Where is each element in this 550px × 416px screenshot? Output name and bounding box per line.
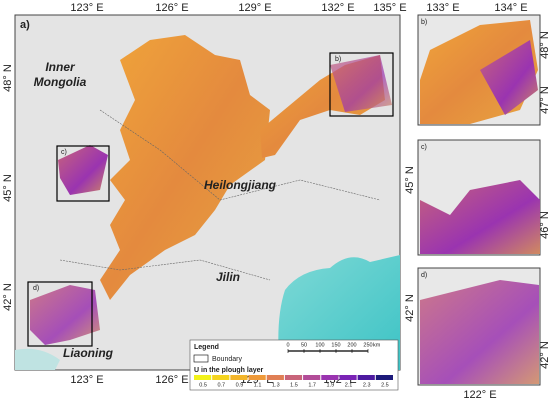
right-tick-label: 48° N	[539, 31, 550, 59]
top-tick-label: 134° E	[494, 2, 527, 14]
left-tick-label: 42° N	[404, 294, 416, 322]
agricultural-region	[100, 35, 270, 300]
panel-map	[480, 40, 538, 115]
agricultural-region	[330, 55, 392, 112]
bottom-tick-label: 126° E	[155, 374, 188, 386]
legend-class-label: 1.3	[272, 382, 280, 388]
panel-map	[420, 180, 540, 254]
inset-box	[329, 52, 394, 117]
legend-class-label: 2.1	[345, 382, 353, 388]
legend-swatch	[339, 375, 357, 380]
scale-tick-label: 100	[315, 342, 324, 348]
scale-tick-label: 200	[347, 342, 356, 348]
right-tick-label: 47° N	[539, 86, 550, 114]
legend-swatch	[284, 375, 303, 380]
bottom-tick-label: 123° E	[70, 374, 103, 386]
panel-label: d)	[421, 272, 427, 279]
left-tick-label: 45° N	[2, 174, 14, 202]
legend-swatch	[303, 375, 321, 380]
place-label: Jilin	[216, 270, 240, 284]
inset-label: b)	[335, 56, 341, 63]
panel-label: b)	[421, 19, 427, 26]
left-tick-label: 42° N	[2, 283, 14, 311]
right-tick-label: 42° N	[539, 341, 550, 369]
legend-class-label: 1.9	[327, 382, 335, 388]
panel-map	[420, 280, 539, 384]
legend-class-label: 1.1	[254, 382, 262, 388]
top-tick-label: 129° E	[238, 2, 271, 14]
place-label: Liaoning	[63, 346, 114, 360]
legend-class-label: 1.7	[308, 382, 316, 388]
scale-tick-label: 0	[286, 342, 289, 348]
inset-box	[56, 145, 110, 202]
legend-class-label: 2.3	[363, 382, 371, 388]
bottom-tick-label: 122° E	[463, 389, 496, 401]
place-label: Heilongjiang	[204, 178, 277, 192]
top-tick-label: 133° E	[426, 2, 459, 14]
legend-variable: U in the plough layer	[194, 367, 264, 374]
legend-swatch	[266, 375, 284, 380]
sea	[15, 348, 60, 370]
legend-class-label: 2.5	[381, 382, 389, 388]
legend-title: Legend	[194, 344, 219, 351]
top-tick-label: 132° E	[321, 2, 354, 14]
legend-swatch	[357, 375, 375, 380]
boundary	[99, 109, 381, 201]
right-tick-label: 46° N	[539, 211, 550, 239]
boundary	[59, 259, 271, 281]
top-tick-label: 123° E	[70, 2, 103, 14]
legend-swatch	[375, 375, 393, 380]
legend-swatch	[248, 375, 266, 380]
inset-label: d)	[33, 285, 39, 292]
legend-class-label: 1.5	[290, 382, 298, 388]
agricultural-region	[30, 285, 100, 345]
legend-swatch	[230, 375, 248, 380]
panel-label: a)	[20, 19, 30, 31]
panel-label: c)	[421, 144, 427, 151]
legend-boundary-swatch	[193, 354, 209, 363]
legend-swatch	[212, 375, 230, 380]
legend-class-label: 0.9	[236, 382, 244, 388]
inset-label: c)	[61, 149, 67, 156]
legend-class-label: 0.5	[199, 382, 207, 388]
left-tick-label: 45° N	[404, 166, 416, 194]
scale-unit: km	[373, 342, 381, 348]
top-tick-label: 135° E	[373, 2, 406, 14]
legend-swatch	[194, 375, 212, 380]
scale-tick-label: 50	[301, 342, 307, 348]
top-tick-label: 126° E	[155, 2, 188, 14]
legend-box	[189, 339, 399, 391]
agricultural-region	[58, 145, 108, 195]
place-label: Inner Mongolia	[34, 60, 87, 89]
legend-swatch	[321, 375, 339, 380]
legend-class-label: 0.7	[217, 382, 225, 388]
scale-tick-label: 150	[331, 342, 340, 348]
left-tick-label: 48° N	[2, 64, 14, 92]
legend-boundary-label: Boundary	[212, 356, 242, 363]
scale-tick-label: 250	[363, 342, 372, 348]
inset-box	[27, 281, 93, 347]
